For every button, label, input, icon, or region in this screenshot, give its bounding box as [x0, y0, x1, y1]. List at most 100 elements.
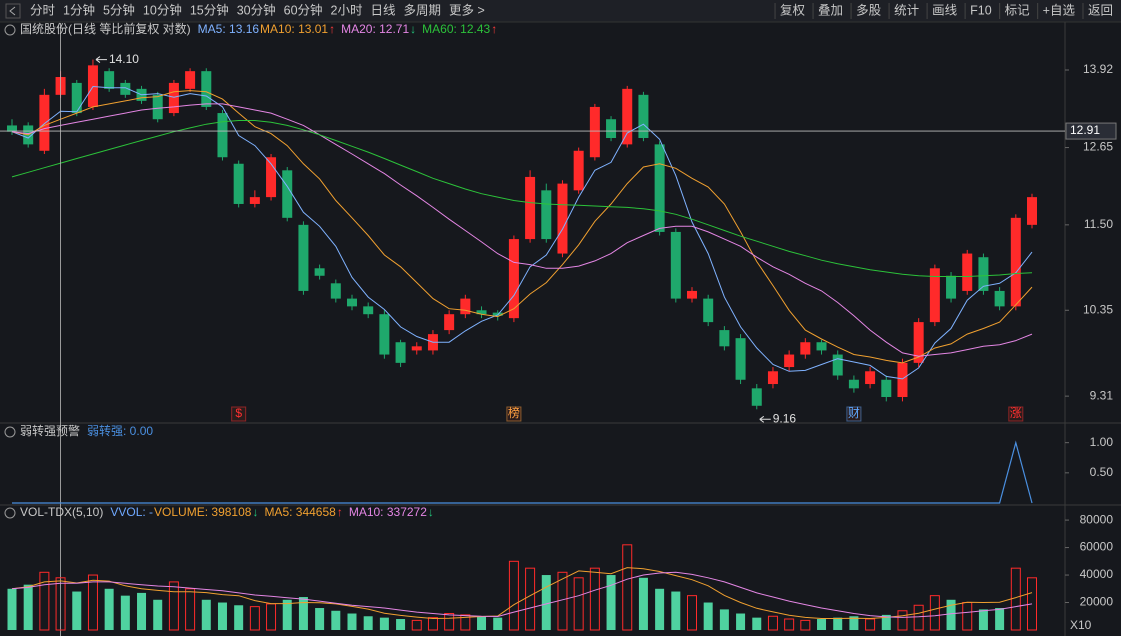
candle-body [670, 231, 681, 299]
panel-menu-icon[interactable] [4, 24, 16, 36]
period-tab[interactable]: 15分钟 [190, 2, 229, 17]
volume-bar [622, 544, 633, 631]
candle-body [249, 197, 260, 204]
volume-bar [249, 606, 260, 631]
volume-bar [104, 588, 114, 630]
legend-arrow: ↓ [428, 505, 434, 519]
candle-body [913, 322, 924, 363]
event-flag-box[interactable] [506, 406, 522, 422]
price-annotation: 9.16 [773, 411, 797, 425]
candle-body [703, 298, 714, 323]
period-tab[interactable]: 多周期 [404, 3, 442, 17]
candle-body [152, 94, 163, 120]
toolbar-button[interactable]: +自选 [1043, 3, 1076, 17]
candle-body [347, 298, 357, 307]
candle-body [411, 346, 422, 351]
y-tick-label: 10.35 [1083, 302, 1113, 316]
event-flag-box[interactable] [846, 406, 862, 422]
candle-body [476, 310, 487, 315]
volume-bar [396, 619, 406, 630]
volume-bar [234, 605, 244, 630]
candle-body [379, 314, 390, 355]
period-tab[interactable]: 60分钟 [284, 2, 323, 17]
y-tick-label: 12.65 [1083, 140, 1113, 154]
toolbar-button[interactable]: 叠加 [818, 3, 843, 17]
candle-body [233, 163, 244, 204]
event-flag[interactable]: 财 [848, 406, 860, 420]
toolbar-button[interactable]: 统计 [894, 3, 919, 17]
panel-menu-icon[interactable] [4, 507, 16, 519]
volume-bar [833, 617, 843, 630]
toolbar-button[interactable]: 返回 [1088, 3, 1113, 17]
period-tab[interactable]: 1分钟 [63, 2, 95, 17]
candle-body [1027, 197, 1037, 225]
volume-bar [719, 609, 729, 630]
candle-body [39, 94, 50, 151]
candle-body [929, 268, 940, 323]
volume-bar [379, 617, 389, 630]
period-tab[interactable]: 5分钟 [103, 2, 135, 17]
event-flag[interactable]: 涨 [1010, 405, 1022, 420]
candle-body [784, 354, 795, 368]
candle-body [751, 388, 762, 406]
period-tab[interactable]: 10分钟 [143, 2, 182, 17]
legend-arrow: ↓ [252, 505, 258, 519]
y-tick-label: 9.31 [1090, 388, 1114, 402]
volume-bar [736, 613, 746, 630]
candle-body [687, 290, 697, 299]
candle-body [266, 157, 277, 198]
legend-text: VVOL: - [110, 505, 153, 519]
panel-title: VOL-TDX(5,10) [20, 505, 103, 519]
candle-body [573, 150, 584, 191]
volume-bar [411, 619, 422, 631]
event-flag-box[interactable] [231, 406, 247, 422]
volume-bar [767, 615, 778, 631]
volume-bar [493, 617, 503, 630]
toolbar-button[interactable]: 画线 [932, 3, 958, 17]
legend-arrow: ↑ [329, 22, 335, 36]
candle-body [168, 82, 179, 114]
volume-bar [784, 618, 795, 631]
period-tab[interactable]: 2小时 [331, 3, 363, 17]
volume-average-line [11, 571, 1033, 618]
period-tab[interactable]: 更多 > [449, 3, 485, 17]
period-tab[interactable]: 30分钟 [237, 2, 276, 17]
toolbar-button[interactable]: 多股 [856, 3, 882, 17]
event-flag[interactable]: $ [235, 406, 242, 420]
volume-bar [185, 588, 196, 631]
back-arrow-button[interactable] [5, 3, 21, 19]
volume-bar [72, 591, 82, 630]
volume-bar [137, 592, 147, 630]
period-tab[interactable]: 日线 [371, 3, 397, 17]
moving-average-line [11, 90, 1033, 364]
panel-title: 弱转强预警 [20, 423, 80, 438]
volume-bar [752, 617, 762, 630]
legend-text: MA10: 13.01 [260, 22, 328, 36]
toolbar-button[interactable]: 复权 [780, 2, 806, 17]
volume-average-line [11, 567, 1033, 620]
panel-title: 国统股份(日线 等比前复权 对数) [20, 21, 191, 36]
y-tick-label: 20000 [1080, 595, 1114, 609]
volume-bar [23, 584, 33, 630]
toolbar-button[interactable]: 标记 [1005, 3, 1031, 17]
volume-bar [800, 619, 811, 631]
y-tick-label: 60000 [1080, 540, 1114, 554]
event-flag-box[interactable] [1008, 406, 1024, 422]
volume-bar [897, 610, 908, 631]
candle-body [946, 275, 957, 299]
volume-bar [703, 602, 713, 630]
y-tick-label: 1.00 [1090, 435, 1114, 449]
candle-body [654, 144, 665, 232]
toolbar-button[interactable]: F10 [970, 3, 992, 17]
panel-menu-icon[interactable] [4, 426, 16, 438]
volume-bar [55, 577, 66, 631]
y-tick-label: 13.92 [1083, 62, 1113, 76]
candle-body [185, 71, 196, 89]
volume-bar [282, 599, 292, 630]
legend-text: MA60: 12.43 [422, 22, 490, 36]
candle-body [104, 71, 115, 89]
period-tab[interactable]: 分时 [30, 3, 56, 17]
candle-body [201, 71, 212, 107]
legend-text: VOLUME: 398108 [154, 505, 252, 519]
event-flag[interactable]: 榜 [508, 405, 520, 420]
